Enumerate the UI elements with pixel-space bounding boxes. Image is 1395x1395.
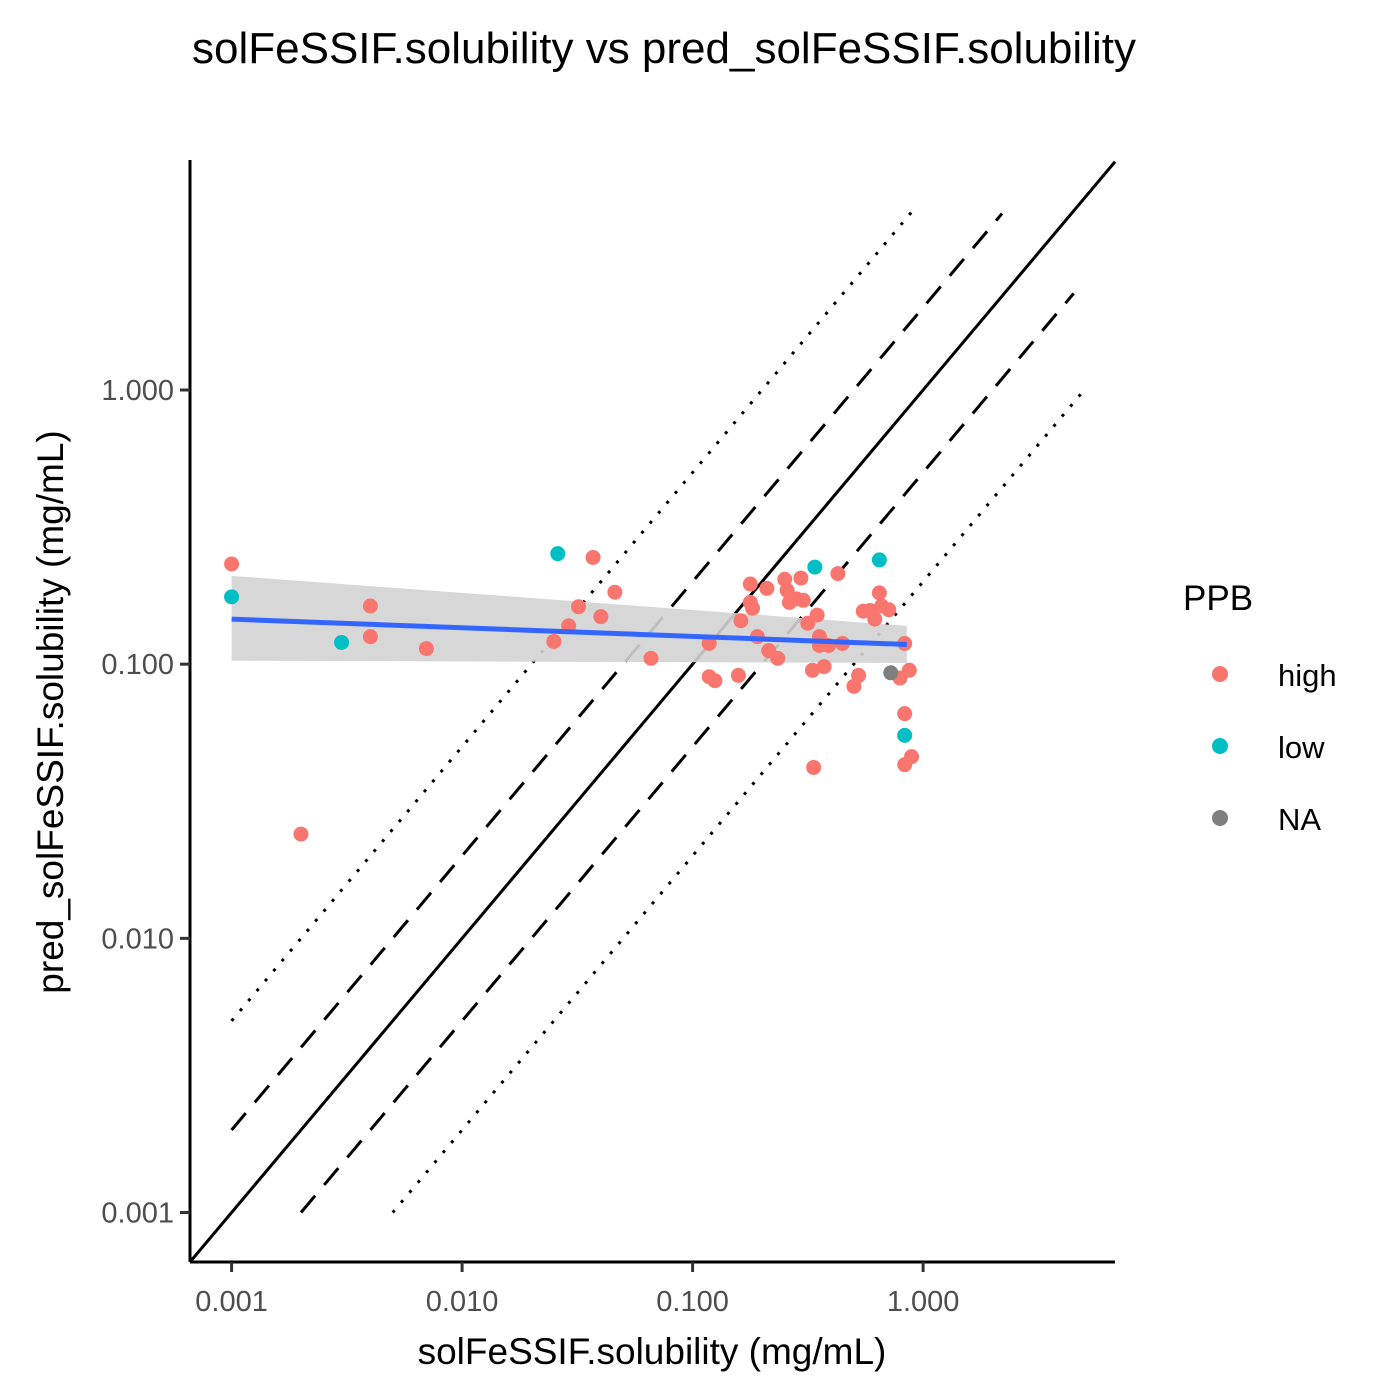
y-axis-title: pred_solFeSSIF.solubility (mg/mL) — [30, 430, 71, 993]
reference-line-dashed-1 — [230, 212, 1004, 1131]
legend-title: PPB — [1183, 579, 1253, 618]
smooth-trend-line — [231, 616, 907, 647]
x-tick-label-2: 0.100 — [656, 1286, 729, 1318]
data-point-high-29 — [795, 592, 811, 608]
data-point-high-53 — [904, 749, 920, 765]
data-point-high-2 — [362, 598, 378, 614]
data-point-high-23 — [770, 650, 786, 666]
data-point-low-1 — [334, 634, 350, 650]
data-point-high-38 — [830, 566, 846, 582]
data-point-high-28 — [793, 570, 809, 586]
data-point-low-3 — [807, 559, 823, 575]
data-point-high-4 — [418, 641, 434, 657]
data-point-high-17 — [742, 576, 758, 592]
data-point-low-4 — [871, 552, 887, 568]
data-point-high-15 — [730, 667, 746, 683]
data-point-high-32 — [806, 759, 822, 775]
legend-key-high — [1212, 666, 1228, 682]
data-point-high-9 — [593, 609, 609, 625]
data-point-high-10 — [607, 584, 623, 600]
reference-line-dashed-2 — [299, 292, 1075, 1214]
data-point-high-41 — [851, 667, 867, 683]
plot-area: 0.001 0.010 0.100 1.000 0.001 0.010 0.100 1.000 — [101, 160, 1117, 1318]
data-point-high-11 — [643, 650, 659, 666]
data-point-low-5 — [897, 727, 913, 743]
reference-line-dotted-4 — [391, 389, 1086, 1214]
x-tick-label-0: 0.001 — [195, 1286, 268, 1318]
legend-key-low — [1212, 738, 1228, 754]
data-point-low-0 — [224, 589, 240, 605]
data-point-high-14 — [707, 673, 723, 689]
data-point-high-45 — [871, 585, 887, 601]
data-point-high-3 — [362, 629, 378, 645]
data-point-high-31 — [804, 662, 820, 678]
x-tick-label-3: 1.000 — [887, 1286, 960, 1318]
data-point-high-1 — [293, 826, 309, 842]
y-tick-label-3: 1.000 — [101, 375, 174, 407]
legend-label-na: NA — [1278, 802, 1321, 837]
legend-label-low: low — [1278, 730, 1325, 765]
x-tick-label-1: 0.010 — [426, 1286, 499, 1318]
legend: PPB high low NA — [1183, 579, 1337, 837]
data-point-high-7 — [571, 599, 587, 615]
legend-entries: high low NA — [1212, 658, 1337, 837]
data-point-low-2 — [550, 546, 566, 562]
reference-line-dotted-3 — [230, 207, 916, 1022]
data-point-high-16 — [733, 613, 749, 629]
data-point-high-21 — [759, 580, 775, 596]
legend-key-na — [1212, 810, 1228, 826]
data-point-high-52 — [901, 662, 917, 678]
data-point-high-0 — [224, 556, 240, 572]
y-tick-label-1: 0.010 — [101, 923, 174, 955]
data-point-high-12 — [701, 635, 717, 651]
chart-title: solFeSSIF.solubility vs pred_solFeSSIF.s… — [192, 24, 1136, 73]
data-point-high-47 — [881, 602, 897, 618]
y-tick-label-0: 0.001 — [101, 1198, 174, 1230]
data-point-high-8 — [585, 549, 601, 565]
data-point-high-44 — [867, 611, 883, 627]
data-point-na-0 — [883, 665, 899, 681]
y-tick-label-2: 0.100 — [101, 649, 174, 681]
x-axis-title: solFeSSIF.solubility (mg/mL) — [418, 1331, 887, 1372]
data-point-high-36 — [816, 659, 832, 675]
legend-label-high: high — [1278, 658, 1337, 693]
reference-line-solid-0 — [188, 160, 1117, 1263]
data-point-high-19 — [745, 600, 761, 616]
data-point-high-50 — [897, 706, 913, 722]
data-point-high-33 — [809, 607, 825, 623]
data-point-high-5 — [546, 633, 562, 649]
